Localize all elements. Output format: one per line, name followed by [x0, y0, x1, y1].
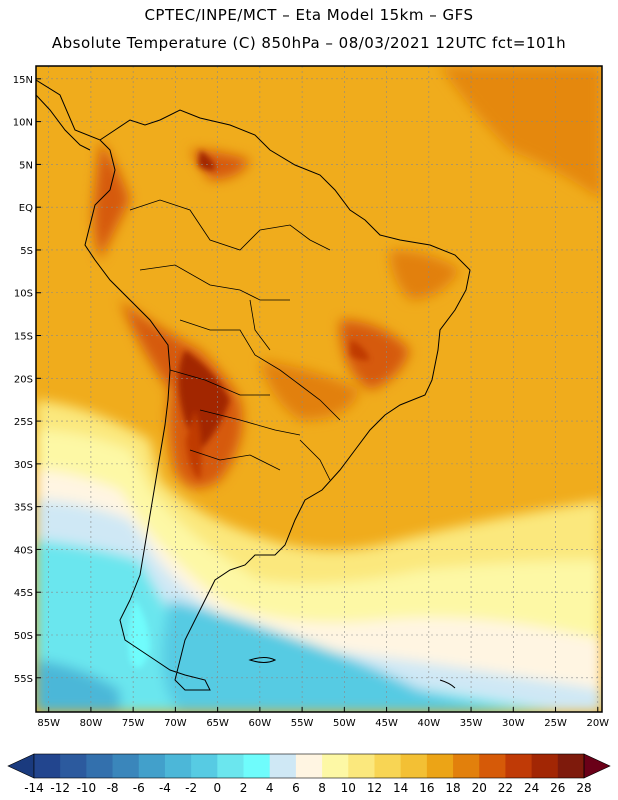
colorbar-label: -8 [107, 781, 119, 795]
colorbar-label: 6 [292, 781, 300, 795]
longitude-labels: 85W 80W 75W 70W 65W 60W 55W 50W 45W 40W 35W 30W 25W 2… [37, 707, 609, 729]
colorbar-swatch [505, 754, 533, 778]
lon-label: 80W [80, 718, 103, 729]
lat-label: 15S [14, 332, 33, 343]
colorbar-swatch [269, 754, 297, 778]
lat-label: 15N [13, 75, 33, 86]
colorbar-swatch [322, 754, 349, 778]
colorbar-label: 8 [318, 781, 326, 795]
lon-label: 50W [333, 718, 356, 729]
colorbar-swatch [531, 754, 559, 778]
lat-label: 5N [19, 160, 33, 171]
colorbar-swatch [138, 754, 166, 778]
colorbar-label: 14 [393, 781, 408, 795]
colorbar-swatch [453, 754, 480, 778]
colorbar-swatch [243, 754, 271, 778]
map-title-line2: Absolute Temperature (C) 850hPa – 08/03/… [51, 34, 567, 52]
lon-label: 25W [544, 718, 567, 729]
lon-label: 30W [502, 718, 525, 729]
colorbar-swatch [217, 754, 244, 778]
lat-label: 20S [14, 374, 33, 385]
lat-label: 30S [14, 460, 33, 471]
colorbar-label: 24 [524, 781, 539, 795]
lat-label: 55S [14, 674, 33, 685]
colorbar-swatch [557, 754, 585, 778]
lon-label: 65W [206, 718, 229, 729]
lat-label: 5S [20, 246, 33, 257]
colorbar-label: 20 [472, 781, 487, 795]
lon-label: 75W [122, 718, 145, 729]
temperature-field [36, 66, 602, 712]
lon-label: 70W [164, 718, 187, 729]
lon-label: 45W [375, 718, 398, 729]
colorbar-swatch [348, 754, 375, 778]
lon-label: 85W [37, 718, 60, 729]
colorbar-swatch [374, 754, 402, 778]
colorbar-label: -14 [24, 781, 44, 795]
lat-label: 10N [13, 118, 33, 129]
colorbar-swatch [295, 754, 323, 778]
map-title-line1: CPTEC/INPE/MCT – Eta Model 15km – GFS [144, 6, 474, 24]
lat-label: EQ [19, 203, 33, 214]
lat-label: 35S [14, 503, 33, 514]
lat-label: 40S [14, 545, 33, 556]
colorbar-label: 2 [240, 781, 248, 795]
colorbar-label: 4 [266, 781, 274, 795]
colorbar-label: -12 [50, 781, 70, 795]
colorbar-low-arrow [7, 753, 35, 779]
colorbar-swatch [112, 754, 140, 778]
colorbar-label: -10 [77, 781, 97, 795]
coastline [36, 79, 471, 691]
map-frame [35, 65, 603, 713]
lon-label: 40W [418, 718, 441, 729]
colorbar-frame [33, 753, 585, 779]
colorbar-high-arrow [583, 753, 611, 779]
colorbar-swatch [191, 754, 218, 778]
colorbar-swatch [86, 754, 113, 778]
colorbar-label: 26 [550, 781, 565, 795]
lon-label: 20W [586, 718, 609, 729]
lon-label: 35W [460, 718, 483, 729]
colorbar-label: 16 [419, 781, 434, 795]
colorbar-label: 12 [367, 781, 382, 795]
lat-label: 45S [14, 588, 33, 599]
lat-lon-grid [36, 66, 602, 712]
lat-label: 50S [14, 631, 33, 642]
colorbar-label: -2 [185, 781, 197, 795]
colorbar-label: -4 [159, 781, 171, 795]
colorbar: -14 -12 -10 -8 -6 -4 -2 0 2 4 6 8 10 12 14 16 18 20 22 24 26… [7, 753, 611, 795]
country-borders [129, 199, 341, 481]
colorbar-swatch [479, 754, 506, 778]
colorbar-swatch [164, 754, 192, 778]
colorbar-swatch [60, 754, 87, 778]
lat-label: 10S [14, 289, 33, 300]
lon-label: 55W [291, 718, 314, 729]
colorbar-label: 18 [445, 781, 460, 795]
lon-label: 60W [249, 718, 272, 729]
colorbar-swatch [34, 754, 61, 778]
colorbar-label: 0 [214, 781, 222, 795]
latitude-labels: 15N 10N 5N EQ 5S 10S 15S 20S 25S 30S 35S 40S 45S 50S 5… [13, 75, 41, 685]
colorbar-label: 22 [498, 781, 513, 795]
colorbar-label: -6 [133, 781, 145, 795]
colorbar-label: 10 [341, 781, 356, 795]
colorbar-swatch [400, 754, 428, 778]
colorbar-label: 28 [576, 781, 591, 795]
colorbar-swatch [426, 754, 454, 778]
lat-label: 25S [14, 417, 33, 428]
